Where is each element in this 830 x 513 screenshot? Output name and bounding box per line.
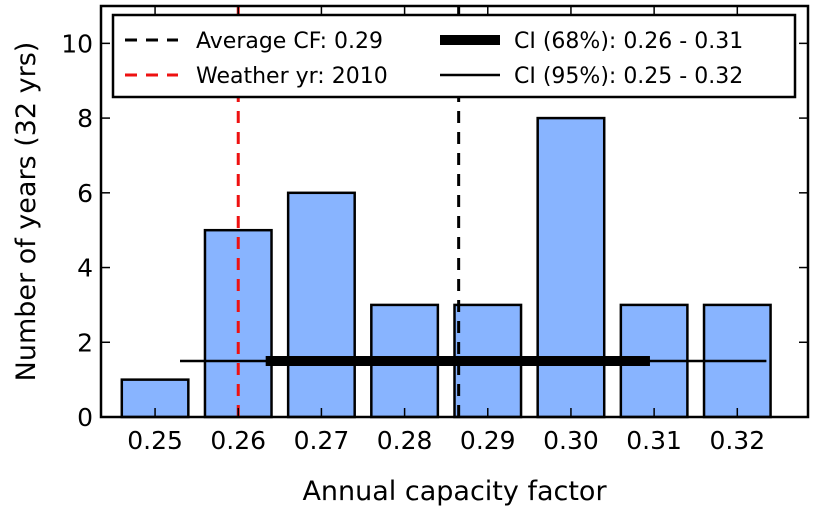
legend-label-average-cf: Average CF: 0.29 (196, 29, 383, 54)
bar-group (120, 116, 772, 419)
x-tick-label: 0.32 (709, 426, 765, 455)
x-tick-label: 0.30 (543, 426, 599, 455)
y-tick-label: 6 (77, 179, 93, 208)
x-tick-label: 0.31 (626, 426, 682, 455)
bar-0.30 (536, 116, 606, 419)
x-tick-label: 0.29 (460, 426, 516, 455)
y-axis-label: Number of years (32 yrs) (11, 42, 42, 382)
y-tick-label: 0 (77, 403, 93, 432)
x-tick-label: 0.26 (210, 426, 266, 455)
plot-frame (99, 4, 810, 419)
y-tick-label: 8 (77, 104, 93, 133)
x-tick-label: 0.25 (127, 426, 183, 455)
x-tick-label: 0.28 (377, 426, 433, 455)
x-axis-label: Annual capacity factor (302, 476, 607, 507)
legend: Average CF: 0.29 CI (68%): 0.26 - 0.31 W… (111, 13, 797, 99)
tick-group: 0 2 4 6 8 10 0.25 0.26 0.27 0.28 0.29 0.30 0.31 0.32 (61, 6, 808, 455)
legend-label-weather-yr: Weather yr: 2010 (196, 64, 388, 89)
y-tick-label: 10 (61, 29, 93, 58)
x-tick-label: 0.27 (294, 426, 350, 455)
legend-label-ci-95: CI (95%): 0.25 - 0.32 (514, 64, 743, 89)
bar-0.27 (286, 191, 356, 419)
y-tick-label: 2 (77, 328, 93, 357)
legend-box (111, 13, 797, 99)
y-tick-label: 4 (77, 254, 93, 283)
legend-label-ci-68: CI (68%): 0.26 - 0.31 (514, 29, 743, 54)
